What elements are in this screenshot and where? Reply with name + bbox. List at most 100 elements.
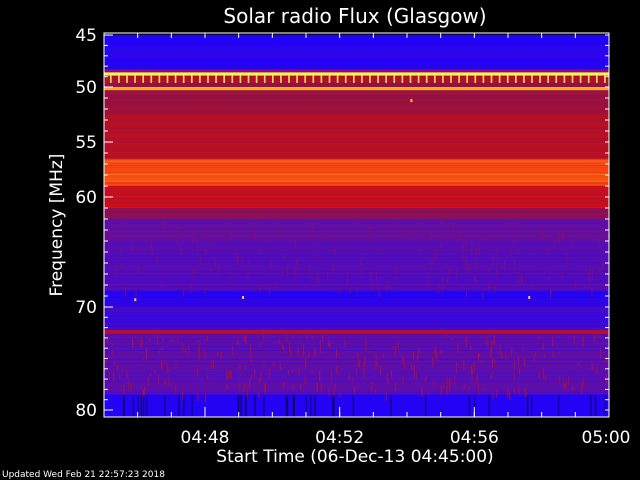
noise-speckle [606, 236, 608, 244]
spike-mark [506, 75, 509, 83]
noise-speckle [314, 347, 316, 357]
spike-mark [417, 75, 420, 83]
spike-mark [272, 75, 274, 83]
noise-line [104, 352, 609, 354]
noise-line [104, 125, 609, 127]
noise-speckle [465, 241, 467, 252]
noise-speckle [376, 271, 377, 280]
noise-speckle [571, 388, 573, 393]
noise-speckle [507, 388, 509, 398]
spike-mark [563, 75, 566, 83]
noise-line [104, 363, 609, 365]
noise-speckle [127, 380, 129, 390]
noise-line [104, 143, 609, 145]
noise-speckle [413, 364, 415, 371]
noise-speckle [236, 255, 238, 266]
noise-speckle [470, 345, 472, 351]
noise-speckle [395, 387, 397, 392]
noise-speckle [190, 282, 192, 293]
noise-speckle [522, 276, 523, 282]
noise-speckle [517, 220, 519, 230]
noise-line [104, 385, 609, 387]
noise-speckle [210, 241, 212, 245]
noise-speckle [538, 371, 540, 379]
noise-line [104, 90, 609, 92]
spike-mark [231, 75, 234, 83]
noise-speckle [524, 358, 526, 367]
noise-speckle [206, 263, 208, 268]
frequency-band-0 [104, 35, 609, 46]
noise-line [104, 149, 609, 151]
spike-mark [596, 75, 598, 83]
noise-speckle [605, 358, 607, 364]
footer-updated-text: Updated Wed Feb 21 22:57:23 2018 [2, 470, 165, 480]
noise-speckle [413, 373, 415, 377]
noise-speckle [361, 251, 363, 255]
noise-speckle [372, 287, 374, 290]
noise-speckle [595, 284, 597, 289]
noise-speckle [433, 250, 435, 262]
noise-speckle [395, 274, 397, 281]
noise-speckle [408, 231, 410, 234]
noise-line [104, 145, 609, 147]
noise-speckle [471, 375, 473, 382]
noise-speckle [442, 281, 443, 292]
noise-speckle [254, 370, 256, 378]
noise-speckle [476, 374, 478, 384]
noise-speckle [319, 370, 321, 381]
noise-speckle [346, 279, 348, 285]
noise-dropout [237, 395, 239, 417]
noise-speckle [387, 379, 389, 385]
noise-speckle [151, 246, 153, 256]
spike-mark [579, 75, 582, 83]
spike-mark [191, 75, 193, 83]
noise-speckle [552, 336, 554, 347]
noise-speckle [418, 348, 420, 355]
noise-speckle [457, 343, 459, 353]
noise-speckle [329, 235, 330, 238]
noise-line [104, 279, 609, 281]
noise-dropout [245, 395, 247, 417]
noise-speckle [468, 263, 470, 273]
noise-speckle [385, 391, 387, 402]
noise-speckle [402, 228, 404, 233]
spike-mark [450, 75, 452, 83]
noise-speckle [573, 335, 575, 344]
noise-speckle [483, 388, 485, 392]
spike-mark [587, 75, 590, 83]
noise-dropout [558, 395, 560, 417]
noise-speckle [298, 367, 300, 375]
noise-line [104, 391, 609, 393]
noise-speckle [339, 391, 341, 398]
noise-line [104, 107, 609, 109]
noise-speckle [353, 387, 355, 394]
noise-speckle [434, 348, 436, 357]
noise-speckle [363, 356, 365, 361]
noise-speckle [440, 385, 442, 396]
noise-speckle [510, 246, 512, 253]
noise-speckle [596, 366, 598, 376]
noise-speckle [504, 260, 505, 271]
spike-mark [288, 75, 290, 83]
noise-speckle [250, 221, 252, 225]
noise-line [104, 94, 609, 96]
y-tick-label: 55 [75, 133, 97, 153]
noise-line [104, 173, 609, 175]
noise-speckle [230, 229, 232, 241]
noise-speckle [166, 363, 168, 373]
noise-line [104, 316, 609, 318]
noise-speckle [206, 336, 208, 341]
noise-line [104, 290, 609, 292]
noise-speckle [601, 371, 603, 374]
noise-speckle [292, 384, 294, 389]
noise-speckle [511, 346, 513, 352]
noise-dropout [488, 395, 490, 417]
noise-speckle [438, 283, 440, 293]
noise-speckle [368, 350, 370, 354]
spike-mark [207, 75, 209, 83]
noise-speckle [473, 362, 475, 373]
noise-dropout [305, 395, 307, 417]
noise-speckle [488, 267, 490, 273]
burst-mark [134, 298, 137, 302]
noise-dropout [137, 395, 139, 417]
